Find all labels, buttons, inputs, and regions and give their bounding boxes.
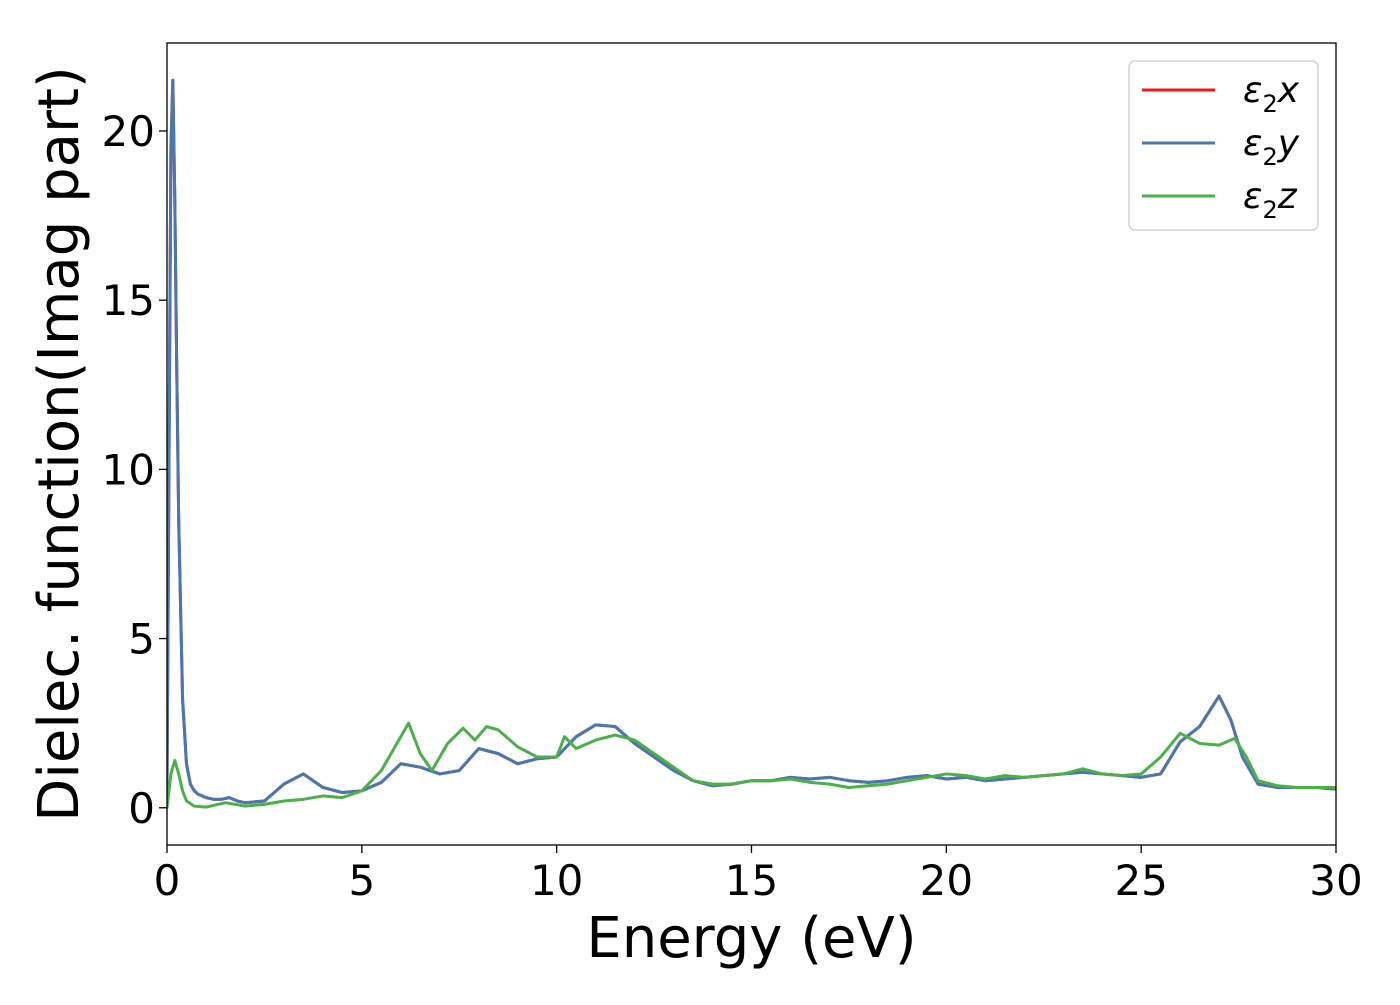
series-layer — [167, 78, 1336, 810]
x-tick-label: 30 — [1309, 856, 1362, 905]
legend-label-x: ε2x — [1243, 70, 1300, 118]
legend-label-y: ε2y — [1243, 123, 1300, 171]
y-tick-label: 0 — [128, 784, 155, 833]
y-tick-label: 20 — [102, 107, 155, 156]
y-tick-label: 15 — [102, 276, 155, 325]
x-axis-label: Energy (eV) — [586, 906, 916, 971]
legend: ε2x ε2y ε2z — [1128, 60, 1319, 231]
x-tick-label: 15 — [725, 856, 778, 905]
x-tick-label: 10 — [530, 856, 583, 905]
x-tick-label: 20 — [920, 856, 973, 905]
x-axis: 0 5 10 15 20 25 30 — [154, 845, 1363, 905]
y-tick-label: 5 — [128, 615, 155, 664]
y-axis-label: Dielec. function(Imag part) — [27, 66, 92, 822]
x-tick-label: 0 — [154, 856, 181, 905]
series-line-z — [167, 721, 1336, 810]
legend-box — [1128, 60, 1319, 231]
y-axis: 0 5 10 15 20 — [102, 107, 167, 833]
x-tick-label: 25 — [1114, 856, 1167, 905]
x-tick-label: 5 — [348, 856, 375, 905]
legend-label-z: ε2z — [1243, 176, 1298, 224]
y-tick-label: 10 — [102, 445, 155, 494]
